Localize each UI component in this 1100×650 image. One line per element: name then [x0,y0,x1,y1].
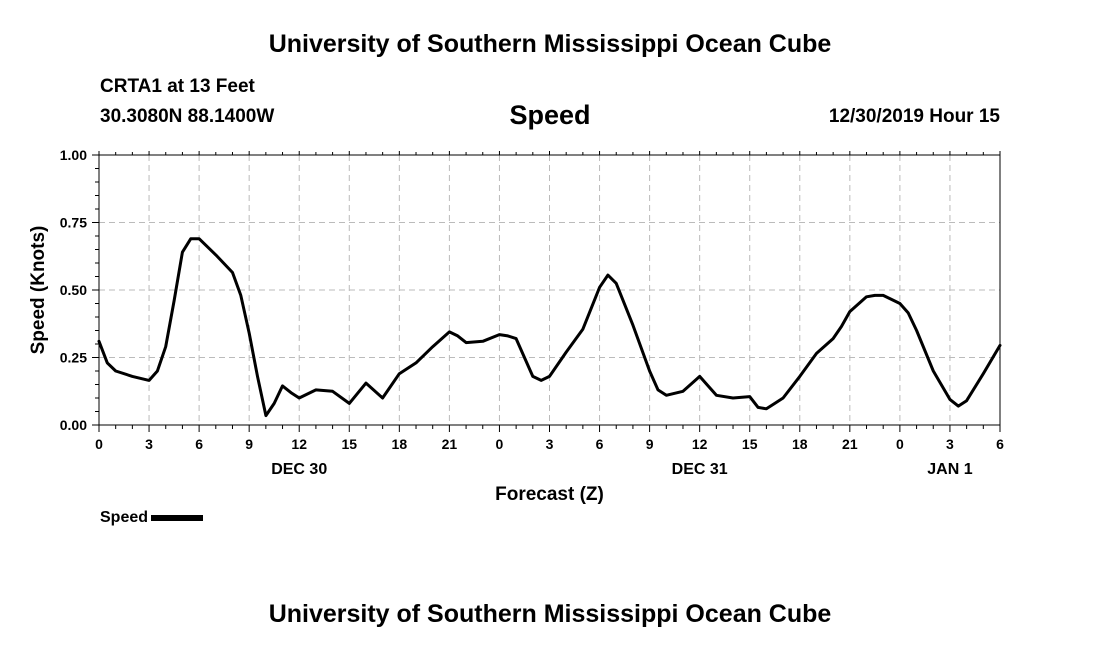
axis-labels: 0 3 6 9 12 15 18 21 0 3 6 9 12 15 18 21 0 3 6 0.00 0.25 0.50 0… [28,147,1004,505]
x-tick-label: 9 [646,436,654,452]
date-label: DEC 30 [271,461,327,478]
x-tick-label: 6 [195,436,203,452]
x-tick-label: 9 [245,436,253,452]
legend: Speed [100,509,204,527]
x-tick-label: 0 [896,436,904,452]
x-tick-label: 15 [341,436,357,452]
x-tick-label: 6 [596,436,604,452]
axis-ticks [92,151,1001,432]
x-axis-title: Forecast (Z) [495,484,604,505]
series-layer [97,237,1002,418]
chart-title: University of Southern Mississippi Ocean… [268,30,832,58]
plot-frame [98,154,1001,426]
footer-title: University of Southern Mississippi Ocean… [268,600,832,628]
x-tick-label: 3 [145,436,153,452]
date-label: DEC 31 [672,461,728,478]
y-tick-label: 0.50 [60,282,87,298]
x-tick-label: 18 [392,436,408,452]
x-tick-label: 12 [692,436,708,452]
y-tick-label: 1.00 [60,147,87,163]
y-tick-label: 0.00 [60,417,87,433]
legend-swatch [151,515,204,521]
y-tick-label: 0.75 [60,215,87,231]
x-tick-label: 6 [996,436,1004,452]
station-label: CRTA1 at 13 Feet [100,76,255,97]
speed-series-line [97,237,1002,418]
datetime-label: 12/30/2019 Hour 15 [828,106,1000,127]
x-tick-label: 0 [496,436,504,452]
y-tick-label: 0.25 [60,350,87,366]
coordinates-label: 30.3080N 88.1400W [100,106,275,127]
x-tick-label: 3 [546,436,554,452]
grid-lines [99,155,1000,425]
x-tick-label: 21 [842,436,858,452]
x-tick-label: 18 [792,436,808,452]
x-tick-label: 15 [742,436,758,452]
legend-label: Speed [100,509,149,526]
date-label: JAN 1 [927,461,972,478]
y-axis-title: Speed (Knots) [28,226,49,355]
x-tick-label: 3 [946,436,954,452]
x-tick-label: 0 [95,436,103,452]
x-tick-label: 21 [442,436,458,452]
x-tick-label: 12 [291,436,307,452]
parameter-label: Speed [509,100,591,130]
